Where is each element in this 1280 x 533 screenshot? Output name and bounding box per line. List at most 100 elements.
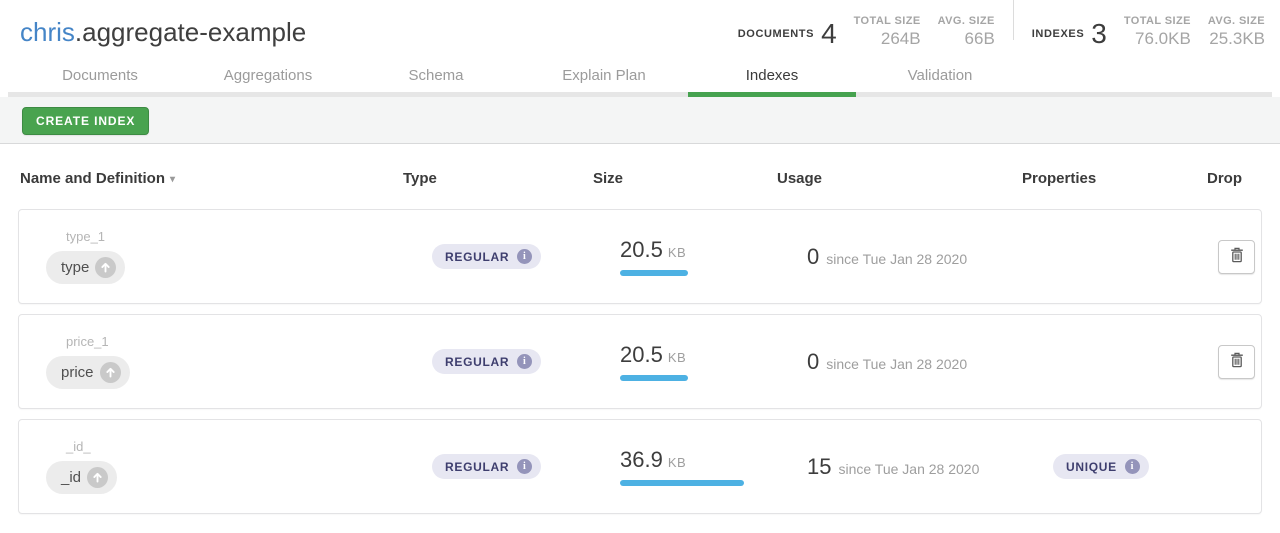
unique-badge: UNIQUE i bbox=[1053, 454, 1149, 479]
size-cell: 20.5 KB bbox=[559, 342, 739, 381]
size-unit: KB bbox=[667, 350, 687, 365]
info-icon[interactable]: i bbox=[517, 249, 533, 264]
namespace-database: chris bbox=[20, 17, 75, 47]
unique-badge-label: UNIQUE bbox=[1066, 459, 1117, 474]
index-name: type_1 bbox=[66, 229, 106, 244]
usage-count: 0 bbox=[807, 348, 820, 374]
size-unit: KB bbox=[667, 245, 687, 260]
column-header-drop: Drop bbox=[1207, 170, 1242, 187]
collection-stats: DOCUMENTS 4 TOTAL SIZE 264B AVG. SIZE 66… bbox=[738, 0, 1265, 58]
usage-count: 15 bbox=[807, 453, 832, 479]
indexes-total-size-label: TOTAL SIZE bbox=[1123, 14, 1191, 27]
info-icon[interactable]: i bbox=[517, 354, 533, 369]
usage-cell: 15 since Tue Jan 28 2020 bbox=[739, 454, 989, 480]
type-badge: REGULAR i bbox=[432, 349, 542, 374]
size-unit: KB bbox=[667, 455, 687, 470]
ascending-arrow-icon bbox=[87, 467, 109, 488]
size-bar bbox=[620, 375, 688, 381]
documents-avg-size-value: 66B bbox=[964, 28, 995, 48]
column-header-type[interactable]: Type bbox=[403, 170, 437, 187]
index-field-pill: price bbox=[46, 356, 130, 389]
tab-indexes[interactable]: Indexes bbox=[745, 66, 799, 84]
index-field-label: _id bbox=[61, 469, 82, 486]
size-line: 36.9 KB bbox=[620, 447, 739, 473]
size-cell: 36.9 KB bbox=[559, 447, 744, 486]
indexes-avg-size-label: AVG. SIZE bbox=[1207, 14, 1265, 27]
size-line: 20.5 KB bbox=[620, 237, 739, 263]
documents-count: 4 bbox=[821, 18, 837, 50]
documents-avg-size-label: AVG. SIZE bbox=[937, 14, 995, 27]
documents-total-size-label: TOTAL SIZE bbox=[853, 14, 921, 27]
namespace-separator: . bbox=[74, 17, 83, 47]
tab-underline-track bbox=[8, 92, 1272, 97]
table-header-row: Name and Definition ▾ Type Size Usage Pro… bbox=[18, 144, 1262, 209]
info-icon[interactable]: i bbox=[517, 459, 533, 474]
drop-index-button[interactable] bbox=[1218, 344, 1255, 379]
type-badge-label: REGULAR bbox=[445, 459, 510, 474]
ascending-arrow-icon bbox=[99, 362, 121, 383]
usage-count: 0 bbox=[807, 243, 820, 269]
size-cell: 20.5 KB bbox=[559, 237, 739, 276]
active-tab-underline bbox=[688, 92, 856, 97]
trash-icon bbox=[1230, 352, 1244, 371]
tab-validation[interactable]: Validation bbox=[907, 66, 973, 84]
type-badge: REGULAR i bbox=[432, 244, 542, 269]
type-badge: REGULAR i bbox=[432, 454, 542, 479]
drop-cell bbox=[1169, 344, 1261, 379]
documents-total-size-value: 264B bbox=[880, 28, 921, 48]
documents-label: DOCUMENTS bbox=[737, 28, 815, 40]
name-and-definition-cell: _id_ _id bbox=[19, 439, 379, 494]
usage-line: 0 since Tue Jan 28 2020 bbox=[807, 244, 989, 270]
size-bar-track bbox=[620, 480, 744, 486]
properties-cell: UNIQUE i bbox=[989, 454, 1169, 479]
tab-bar: Documents Aggregations Schema Explain Plan I… bbox=[0, 58, 1280, 92]
indexes-toolbar: CREATE INDEX bbox=[0, 97, 1280, 144]
indexes-count: 3 bbox=[1091, 18, 1107, 50]
size-value: 36.9 bbox=[620, 447, 663, 472]
indexes-stats: INDEXES 3 TOTAL SIZE 76.0KB AVG. SIZE 25… bbox=[1032, 14, 1265, 50]
column-header-size[interactable]: Size bbox=[593, 170, 624, 187]
index-field-label: type bbox=[61, 259, 90, 276]
size-bar bbox=[620, 480, 744, 486]
ascending-arrow-icon bbox=[95, 257, 117, 278]
sort-caret-icon: ▾ bbox=[170, 174, 176, 185]
indexes-table: Name and Definition ▾ Type Size Usage Pro… bbox=[0, 144, 1280, 514]
info-icon[interactable]: i bbox=[1124, 459, 1140, 474]
usage-cell: 0 since Tue Jan 28 2020 bbox=[739, 244, 989, 270]
index-name: price_1 bbox=[66, 334, 109, 349]
type-cell: REGULAR i bbox=[379, 349, 559, 374]
tab-documents[interactable]: Documents bbox=[62, 66, 138, 84]
size-line: 20.5 KB bbox=[620, 342, 739, 368]
column-header-properties[interactable]: Properties bbox=[1022, 170, 1097, 187]
stats-divider bbox=[1012, 0, 1014, 40]
tab-aggregations[interactable]: Aggregations bbox=[223, 66, 313, 84]
size-bar-track bbox=[620, 375, 744, 381]
index-name: _id_ bbox=[66, 439, 91, 454]
drop-index-button[interactable] bbox=[1218, 239, 1255, 274]
usage-line: 0 since Tue Jan 28 2020 bbox=[807, 349, 989, 375]
size-value: 20.5 bbox=[620, 237, 663, 262]
type-cell: REGULAR i bbox=[379, 244, 559, 269]
tab-explain-plan[interactable]: Explain Plan bbox=[562, 66, 646, 84]
tab-schema[interactable]: Schema bbox=[408, 66, 464, 84]
namespace-collection: aggregate-example bbox=[82, 17, 307, 47]
index-row: _id_ _id REGULAR i 36.9 KB 15 since Tue Jan 28 … bbox=[18, 419, 1262, 514]
usage-since: since Tue Jan 28 2020 bbox=[826, 250, 968, 267]
page-title: chris.aggregate-example bbox=[20, 17, 306, 58]
column-header-name[interactable]: Name and Definition ▾ bbox=[18, 170, 378, 187]
create-index-button[interactable]: CREATE INDEX bbox=[22, 107, 150, 135]
type-badge-label: REGULAR bbox=[445, 249, 510, 264]
drop-cell bbox=[1169, 239, 1261, 274]
column-header-name-label: Name and Definition bbox=[20, 170, 166, 187]
trash-icon bbox=[1230, 247, 1244, 266]
size-bar bbox=[620, 270, 688, 276]
type-cell: REGULAR i bbox=[379, 454, 559, 479]
index-field-pill: type bbox=[46, 251, 126, 284]
column-header-usage[interactable]: Usage bbox=[777, 170, 823, 187]
size-value: 20.5 bbox=[620, 342, 663, 367]
